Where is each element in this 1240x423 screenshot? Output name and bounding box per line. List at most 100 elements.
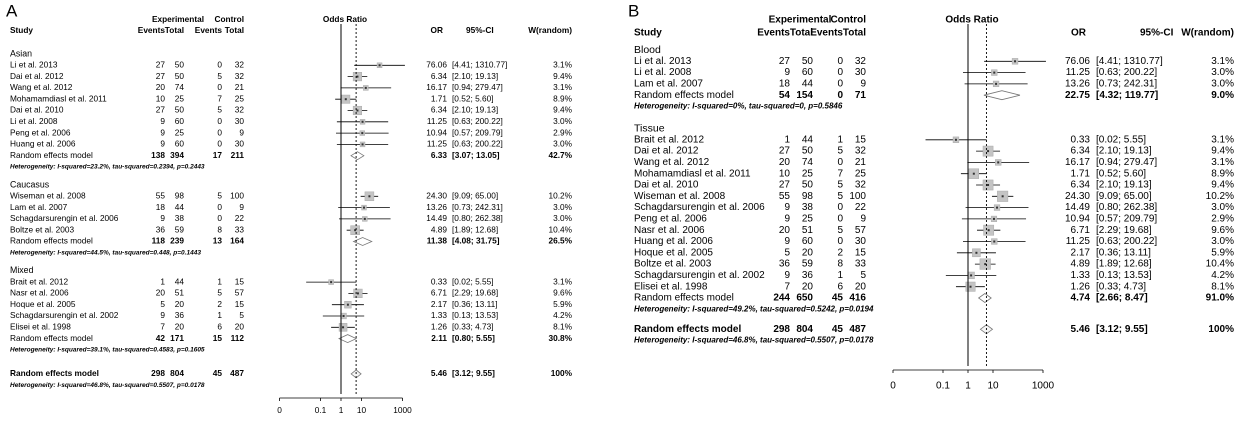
- count: 0: [837, 67, 843, 78]
- weight: 3.0%: [1211, 79, 1234, 90]
- count: 50: [175, 59, 185, 69]
- count: 0: [217, 82, 222, 92]
- confidence-interval: [3.07; 13.05]: [452, 150, 500, 160]
- count: 20: [156, 288, 166, 298]
- count: 20: [779, 225, 791, 236]
- odds-ratio: 2.17: [431, 299, 448, 309]
- study-point: [368, 195, 371, 198]
- count: 74: [802, 157, 814, 168]
- odds-ratio: 16.17: [426, 82, 447, 92]
- count: 36: [156, 224, 166, 234]
- study-point: [992, 217, 995, 220]
- odds-ratio: 0.33: [1071, 134, 1091, 145]
- confidence-interval: [2.66; 8.47]: [1096, 293, 1148, 304]
- confidence-interval: [0.57; 209.79]: [1096, 214, 1157, 225]
- study-point: [987, 229, 990, 232]
- count: 27: [156, 105, 166, 115]
- header-control: Control: [215, 14, 245, 24]
- count: 25: [175, 127, 185, 137]
- count: 0: [837, 90, 843, 101]
- study-name: Random effects model: [10, 368, 99, 378]
- count: 30: [235, 116, 245, 126]
- header-total: Total: [843, 28, 866, 39]
- study-point: [356, 75, 359, 78]
- weight: 3.0%: [553, 139, 573, 149]
- weight: 8.1%: [553, 321, 573, 331]
- study-point: [984, 263, 987, 266]
- odds-ratio: 0.33: [431, 276, 448, 286]
- odds-ratio: 10.94: [1065, 214, 1090, 225]
- count: 33: [235, 224, 245, 234]
- count: 44: [175, 276, 185, 286]
- odds-ratio: 14.49: [1065, 202, 1090, 213]
- count: 22: [855, 202, 867, 213]
- count: 30: [855, 67, 867, 78]
- odds-ratio: 1.33: [431, 310, 448, 320]
- weight: 26.5%: [548, 236, 572, 246]
- count: 9: [860, 214, 866, 225]
- x-tick-label: 1000: [393, 405, 412, 415]
- count: 27: [779, 146, 791, 157]
- count: 100: [849, 191, 866, 202]
- x-tick-label: 0: [277, 405, 282, 415]
- odds-ratio: 6.71: [431, 288, 448, 298]
- study-name: Wiseman et al. 2008: [10, 190, 86, 200]
- study-point: [969, 285, 972, 288]
- header-experimental: Experimental: [152, 14, 204, 24]
- confidence-interval: [0.52; 5.60]: [452, 93, 494, 103]
- count: 9: [784, 67, 790, 78]
- count: 9: [784, 270, 790, 281]
- confidence-interval: [2.29; 19.68]: [1096, 225, 1152, 236]
- count: 1: [160, 276, 165, 286]
- confidence-interval: [0.63; 200.22]: [1096, 67, 1157, 78]
- study-name: Brait et al. 2012: [634, 134, 704, 145]
- count: 50: [175, 71, 185, 81]
- study-point: [378, 64, 381, 67]
- weight: 9.4%: [553, 105, 573, 115]
- count: 15: [235, 299, 245, 309]
- count: 50: [802, 146, 814, 157]
- count: 0: [217, 213, 222, 223]
- odds-ratio: 11.25: [427, 139, 448, 149]
- count: 804: [170, 368, 184, 378]
- confidence-interval: [4.08; 31.75]: [452, 236, 500, 246]
- count: 51: [802, 225, 814, 236]
- count: 0: [217, 116, 222, 126]
- count: 50: [175, 105, 185, 115]
- confidence-interval: [0.13; 13.53]: [452, 310, 498, 320]
- count: 98: [802, 191, 814, 202]
- count: 25: [802, 168, 814, 179]
- study-point: [363, 217, 366, 220]
- weight: 3.1%: [553, 276, 573, 286]
- weight: 2.9%: [1211, 214, 1234, 225]
- subgroup-label: Asian: [10, 48, 32, 58]
- count: 7: [784, 281, 790, 292]
- count: 112: [231, 333, 245, 343]
- count: 21: [855, 157, 867, 168]
- study-point: [1001, 195, 1004, 198]
- odds-ratio: 5.46: [1071, 324, 1091, 335]
- count: 22: [235, 213, 245, 223]
- pooled-diamond: [338, 334, 358, 344]
- header-total: Total: [165, 25, 184, 35]
- count: 27: [156, 71, 166, 81]
- study-point: [361, 120, 364, 123]
- study-name: Peng et al. 2006: [10, 127, 71, 137]
- count: 0: [837, 157, 843, 168]
- x-tick-label: 1: [965, 381, 971, 392]
- odds-ratio: 6.34: [1071, 146, 1091, 157]
- weight: 9.4%: [553, 71, 573, 81]
- count: 20: [802, 281, 814, 292]
- study-name: Boltze et al. 2003: [634, 259, 712, 270]
- count: 25: [175, 93, 185, 103]
- count: 44: [802, 134, 814, 145]
- confidence-interval: [4.32; 119.77]: [1096, 90, 1158, 101]
- weight: 3.0%: [1211, 236, 1234, 247]
- confidence-interval: [0.94; 279.47]: [452, 82, 503, 92]
- confidence-interval: [0.80; 262.38]: [1096, 202, 1157, 213]
- x-tick-label: 1000: [1032, 381, 1055, 392]
- count: 154: [796, 90, 813, 101]
- weight: 100%: [551, 368, 573, 378]
- study-name: Nasr et al. 2006: [634, 225, 705, 236]
- study-name: Hoque et al. 2005: [634, 247, 713, 258]
